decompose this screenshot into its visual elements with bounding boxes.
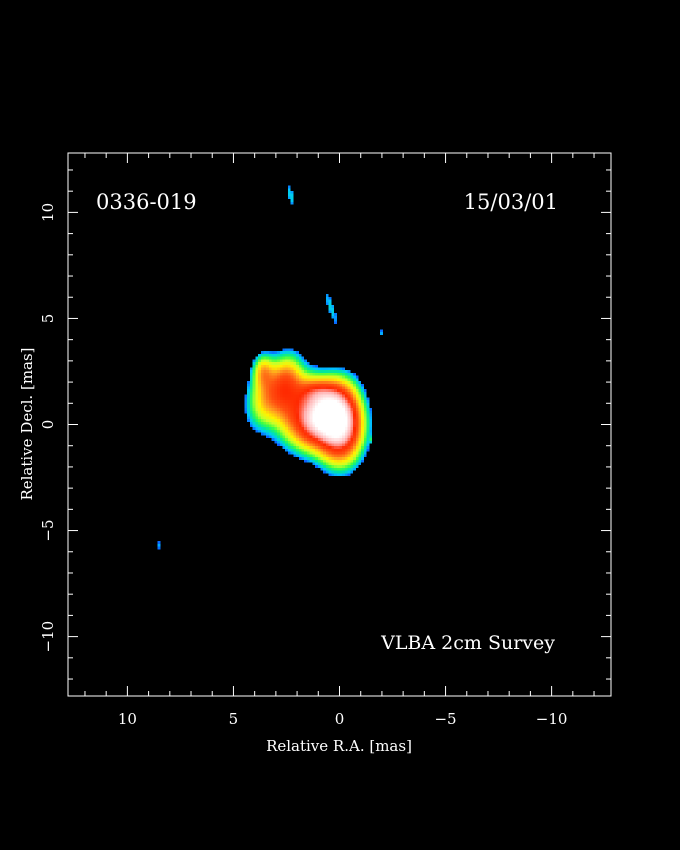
axis-tick-labels: 10 5 0 −5 −10 10 5 0 −5 −10 (39, 203, 567, 728)
y-tick-label: 10 (39, 203, 57, 222)
axis-ticks (68, 153, 611, 696)
y-tick-label: −5 (39, 519, 57, 541)
x-tick-label: −10 (536, 710, 568, 728)
x-tick-label: 10 (118, 710, 137, 728)
x-tick-label: 5 (229, 710, 239, 728)
x-tick-label: 0 (335, 710, 345, 728)
survey-label: VLBA 2cm Survey (380, 632, 555, 654)
source-label: 0336-019 (96, 190, 197, 214)
intensity-map-raster (68, 153, 611, 696)
y-axis-label: Relative Decl. [mas] (18, 347, 36, 500)
y-tick-label: −10 (39, 621, 57, 653)
x-axis-label: Relative R.A. [mas] (266, 737, 412, 755)
date-label: 15/03/01 (464, 190, 558, 214)
y-tick-label: 5 (39, 314, 57, 324)
y-tick-label: 0 (39, 420, 57, 430)
x-tick-label: −5 (434, 710, 456, 728)
intensity-map (68, 153, 611, 696)
